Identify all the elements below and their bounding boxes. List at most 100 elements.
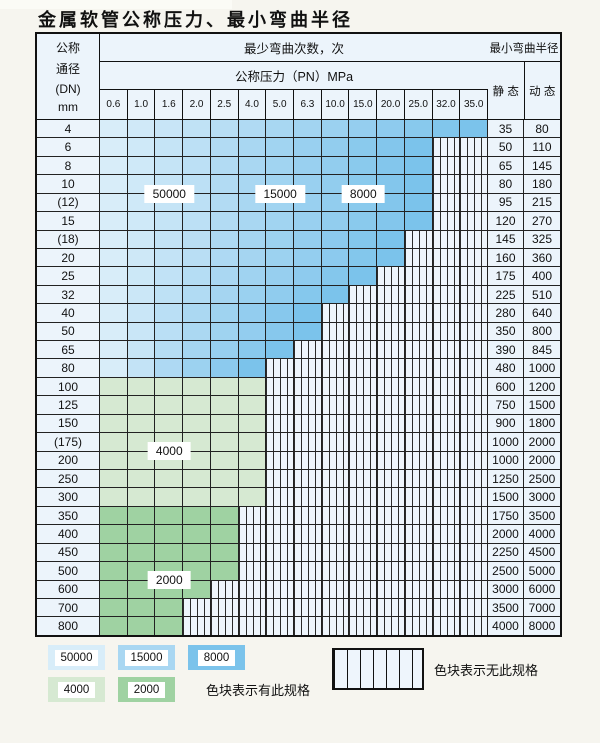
rated-cell <box>183 230 211 248</box>
no-spec-cell <box>321 598 350 617</box>
no-spec-cell <box>321 304 350 322</box>
table-row: 100 600 1200 <box>37 377 560 397</box>
rated-cell <box>155 212 184 230</box>
no-spec-cell <box>432 341 461 359</box>
table-row: (175) 1000 2000 <box>37 433 560 452</box>
no-spec-cell <box>404 451 433 470</box>
pressure-track <box>100 156 489 175</box>
rated-cell <box>210 248 239 267</box>
rated-cell <box>321 120 350 138</box>
rated-cell <box>127 470 156 488</box>
no-spec-cell <box>404 396 433 414</box>
rated-cell <box>238 322 267 341</box>
rated-cell <box>127 230 156 248</box>
no-spec-cell <box>238 562 267 580</box>
legend-swatch-label: 4000 <box>57 681 96 698</box>
static-column-header: 静 态 <box>488 62 525 119</box>
rated-cell <box>155 506 184 525</box>
pressure-track <box>100 396 489 414</box>
rated-cell <box>127 543 156 562</box>
rated-cell <box>210 377 239 396</box>
rated-cell <box>210 193 239 212</box>
rated-cell <box>155 267 184 285</box>
rated-cell <box>238 212 267 230</box>
static-radius-value: 225 <box>488 285 524 304</box>
no-spec-cell <box>432 414 461 433</box>
rated-cell <box>127 525 156 543</box>
no-spec-cell <box>460 617 489 635</box>
dynamic-radius-value: 215 <box>524 193 560 212</box>
no-spec-cell <box>349 377 378 396</box>
no-spec-cell <box>266 377 295 396</box>
dn-value: 500 <box>37 562 100 580</box>
dn-value: 20 <box>37 248 100 267</box>
rated-cell <box>238 396 267 414</box>
rated-cell <box>183 120 211 138</box>
no-spec-cell <box>432 248 461 267</box>
hatch-swatch <box>332 648 424 690</box>
no-spec-cell <box>377 506 405 525</box>
no-spec-cell <box>349 543 378 562</box>
legend-row-1: 50000 15000 8000 <box>48 645 568 670</box>
rated-cell <box>210 359 239 377</box>
no-spec-cell <box>266 359 295 377</box>
dynamic-radius-value: 1800 <box>524 414 560 433</box>
no-spec-cell <box>460 156 489 175</box>
dn-value: 40 <box>37 304 100 322</box>
no-spec-cell <box>294 470 322 488</box>
table-row: 700 3500 7000 <box>37 598 560 618</box>
no-spec-cell <box>404 230 433 248</box>
rated-cell <box>100 525 128 543</box>
rated-cell <box>321 248 350 267</box>
pressure-col-header: 15.0 <box>349 90 378 119</box>
dynamic-radius-value: 845 <box>524 341 560 359</box>
static-radius-value: 4000 <box>488 617 524 635</box>
no-spec-cell <box>238 617 267 635</box>
table-row: 6 50 110 <box>37 138 560 157</box>
rated-cell <box>100 304 128 322</box>
pressure-col-header: 6.3 <box>294 90 322 119</box>
rated-cell <box>210 285 239 304</box>
dn-value: 10 <box>37 175 100 193</box>
rated-cell <box>127 267 156 285</box>
no-spec-cell <box>460 248 489 267</box>
table-row: 15 120 270 <box>37 212 560 231</box>
rated-cell <box>210 341 239 359</box>
no-spec-cell <box>238 543 267 562</box>
table-row: 40 280 640 <box>37 304 560 323</box>
dn-value: 80 <box>37 359 100 377</box>
rated-cell <box>127 488 156 506</box>
dynamic-radius-value: 80 <box>524 120 560 138</box>
rated-cell <box>238 248 267 267</box>
region-cycles-label: 4000 <box>147 442 191 461</box>
rated-cell <box>210 525 239 543</box>
dynamic-radius-value: 1200 <box>524 377 560 396</box>
dn-value: 450 <box>37 543 100 562</box>
no-spec-cell <box>377 580 405 598</box>
no-spec-cell <box>460 506 489 525</box>
table-row: (18) 145 325 <box>37 230 560 249</box>
region-cycles-label: 50000 <box>144 184 194 203</box>
rated-cell <box>210 562 239 580</box>
dynamic-radius-value: 270 <box>524 212 560 230</box>
no-spec-cell <box>377 267 405 285</box>
dynamic-radius-value: 1500 <box>524 396 560 414</box>
no-spec-cell <box>432 451 461 470</box>
table-row: 80 480 1000 <box>37 359 560 378</box>
no-spec-cell <box>321 488 350 506</box>
no-spec-cell <box>377 359 405 377</box>
no-spec-cell <box>460 285 489 304</box>
no-spec-cell <box>183 617 211 635</box>
no-spec-cell <box>294 617 322 635</box>
no-spec-cell <box>349 488 378 506</box>
no-spec-cell <box>294 377 322 396</box>
table-row: 200 1000 2000 <box>37 451 560 471</box>
rated-cell <box>100 212 128 230</box>
dn-value: 50 <box>37 322 100 341</box>
rated-cell <box>349 120 378 138</box>
table-row: 32 225 510 <box>37 285 560 305</box>
no-spec-cell <box>349 341 378 359</box>
no-spec-cell <box>294 359 322 377</box>
rated-cell <box>155 488 184 506</box>
rated-cell <box>183 138 211 156</box>
